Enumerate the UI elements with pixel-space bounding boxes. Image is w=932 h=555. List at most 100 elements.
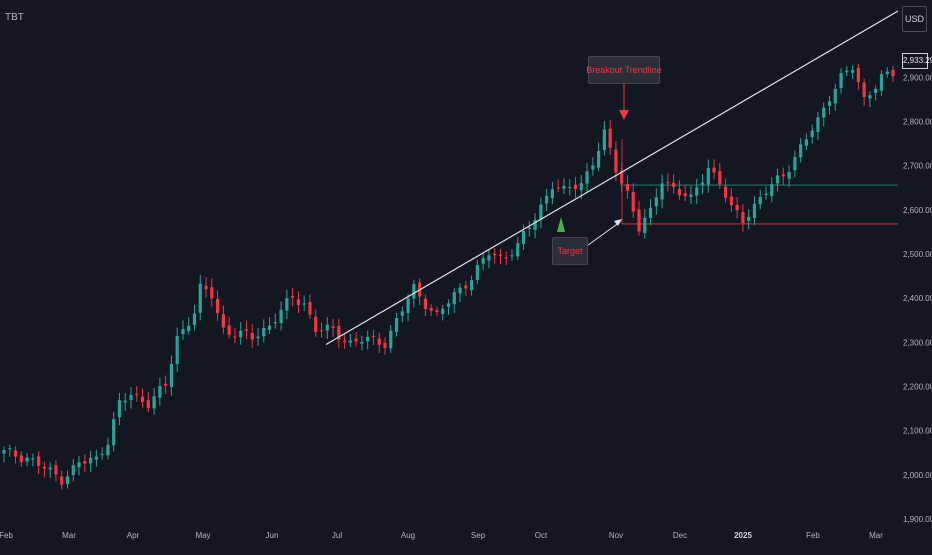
candle-body: [822, 107, 826, 118]
candle-body: [839, 73, 843, 88]
candle-body: [504, 257, 508, 259]
candle-body: [314, 316, 318, 332]
candle-body: [891, 69, 895, 77]
candle-body: [94, 456, 98, 460]
candle-body: [879, 74, 884, 91]
candle-body: [135, 393, 139, 395]
target-up-arrow: [557, 217, 565, 232]
trendline[interactable]: [325, 10, 899, 346]
candle-body: [19, 455, 23, 463]
breakout-arrow-head: [619, 110, 629, 120]
candle-body: [175, 335, 179, 365]
candle-body: [527, 227, 531, 229]
x-tick-label: May: [195, 531, 210, 540]
last-price-label: 2,933.29: [902, 53, 932, 69]
candle-body: [262, 327, 266, 337]
candle-body: [810, 130, 814, 138]
candle-body: [712, 167, 716, 173]
candle-body: [700, 182, 705, 186]
candle-body: [752, 203, 757, 219]
x-tick-label: 2025: [734, 531, 752, 540]
time-axis[interactable]: Feb Mar Apr May Jun Jul Aug Sep Oct Nov Dec 2025 Feb…: [0, 531, 883, 540]
y-tick-label: 2,500.00: [903, 250, 932, 259]
candle-body: [498, 254, 503, 256]
candle-body: [389, 330, 393, 349]
candle-body: [469, 280, 474, 291]
candle-body: [464, 285, 468, 289]
candle-body: [781, 174, 785, 177]
candle-body: [620, 170, 624, 184]
y-tick-label: 1,900.00: [903, 515, 932, 524]
candle-body: [625, 184, 630, 191]
candle-body: [210, 287, 214, 299]
candle-body: [735, 204, 739, 211]
candle-body: [868, 95, 872, 99]
candle-body: [337, 325, 341, 340]
candle-body: [88, 457, 93, 464]
candle-body: [140, 396, 145, 402]
candle-body: [591, 165, 595, 170]
candle-body: [550, 189, 555, 199]
candle-body: [747, 216, 751, 221]
candle-body: [164, 383, 168, 386]
candle-body: [637, 209, 641, 232]
x-tick-label: Feb: [0, 531, 13, 540]
candle-body: [285, 298, 289, 311]
candle-body: [342, 340, 347, 343]
candle-body: [533, 219, 537, 230]
candle-body: [279, 309, 283, 324]
y-tick-label: 2,100.00: [903, 427, 932, 436]
candle-body: [654, 197, 658, 207]
candle-body: [83, 460, 87, 464]
candle-body: [8, 448, 12, 450]
candle-body: [60, 476, 64, 485]
candle-body: [452, 292, 456, 305]
candle-body: [493, 253, 497, 256]
candle-body: [770, 184, 774, 196]
candle-body: [181, 328, 185, 335]
candle-body: [331, 326, 335, 329]
candle-body: [267, 325, 272, 330]
candle-body: [631, 192, 635, 212]
candle-body: [192, 313, 197, 325]
x-tick-label: Dec: [673, 531, 687, 540]
candle-body: [804, 139, 809, 146]
candle-body: [695, 187, 699, 196]
breakout-trendline-callout[interactable]: Breakout Trendline: [586, 56, 662, 84]
candle-body: [741, 211, 745, 223]
candle-body: [204, 285, 208, 290]
candle-body: [446, 303, 451, 307]
candle-body: [510, 255, 514, 257]
candle-body: [816, 117, 820, 132]
candle-body: [723, 186, 728, 198]
candle-body: [25, 457, 29, 462]
candle-body: [383, 342, 387, 348]
ascending-trendline[interactable]: [325, 10, 899, 346]
candle-body: [215, 299, 220, 314]
x-tick-label: Feb: [806, 531, 820, 540]
candle-body: [106, 444, 110, 456]
candle-body: [233, 336, 237, 338]
x-tick-label: Apr: [127, 531, 140, 540]
candle-body: [850, 69, 855, 73]
candle-body: [77, 462, 81, 468]
target-callout[interactable]: Target: [552, 237, 588, 265]
candle-body: [198, 283, 202, 313]
candle-body: [48, 467, 52, 470]
price-axis[interactable]: 1,900.00 2,000.00 2,100.00 2,200.00 2,300.00…: [903, 73, 932, 524]
candle-body: [348, 340, 352, 343]
candle-body: [302, 303, 306, 305]
candle-body: [400, 311, 404, 316]
currency-button[interactable]: USD: [902, 6, 927, 32]
candle-body: [406, 298, 410, 313]
candle-body: [158, 386, 162, 398]
candle-body: [648, 207, 653, 218]
candle-body: [758, 197, 762, 205]
x-tick-label: Mar: [62, 531, 76, 540]
candle-body: [273, 322, 277, 324]
candle-body: [441, 308, 445, 315]
annotation-arrows: [557, 83, 629, 249]
target-pointer-head: [614, 219, 622, 226]
